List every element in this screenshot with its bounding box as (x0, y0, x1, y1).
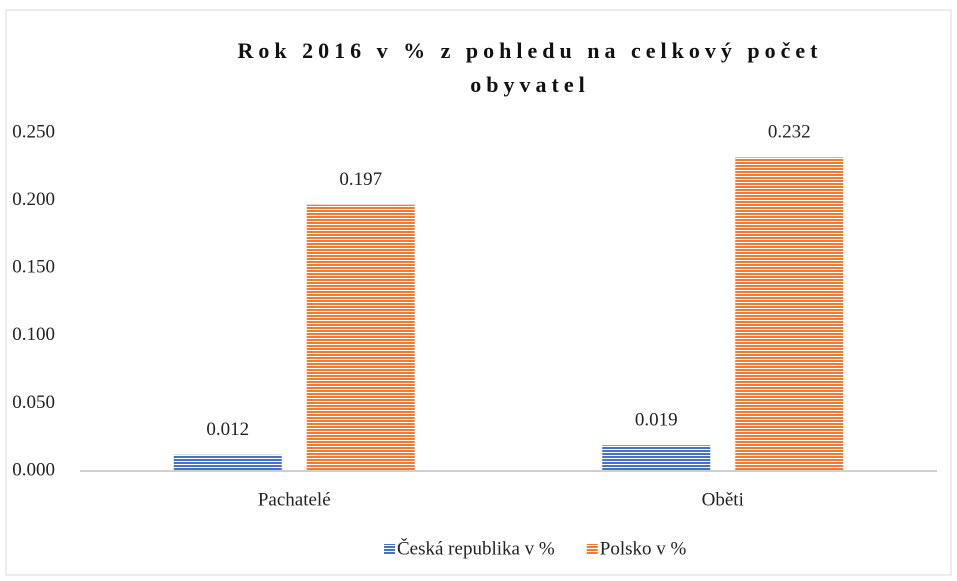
x-tick-label: Pachatelé (258, 489, 331, 510)
legend-label: Polsko v % (600, 538, 687, 559)
bar (735, 157, 844, 471)
chart-frame (5, 9, 952, 576)
y-tick-label: 0.250 (12, 121, 55, 142)
bar (602, 445, 711, 471)
y-tick-label: 0.050 (12, 392, 55, 413)
y-tick-label: 0.150 (12, 257, 55, 278)
data-label: 0.019 (635, 410, 678, 431)
y-tick-label: 0.200 (12, 189, 55, 210)
bar (173, 454, 282, 471)
data-label: 0.012 (206, 419, 249, 440)
legend-swatch (384, 544, 395, 555)
y-tick-label: 0.100 (12, 324, 55, 345)
bar (306, 204, 415, 471)
data-label: 0.232 (768, 122, 811, 143)
legend-label: Česká republika v % (397, 537, 555, 559)
legend-swatch (586, 544, 598, 555)
data-label: 0.197 (339, 169, 382, 190)
y-tick-label: 0.000 (12, 459, 55, 480)
chart-title: Rok 2016 v % z pohledu na celkový počet … (237, 38, 823, 97)
x-tick-label: Oběti (702, 489, 744, 510)
